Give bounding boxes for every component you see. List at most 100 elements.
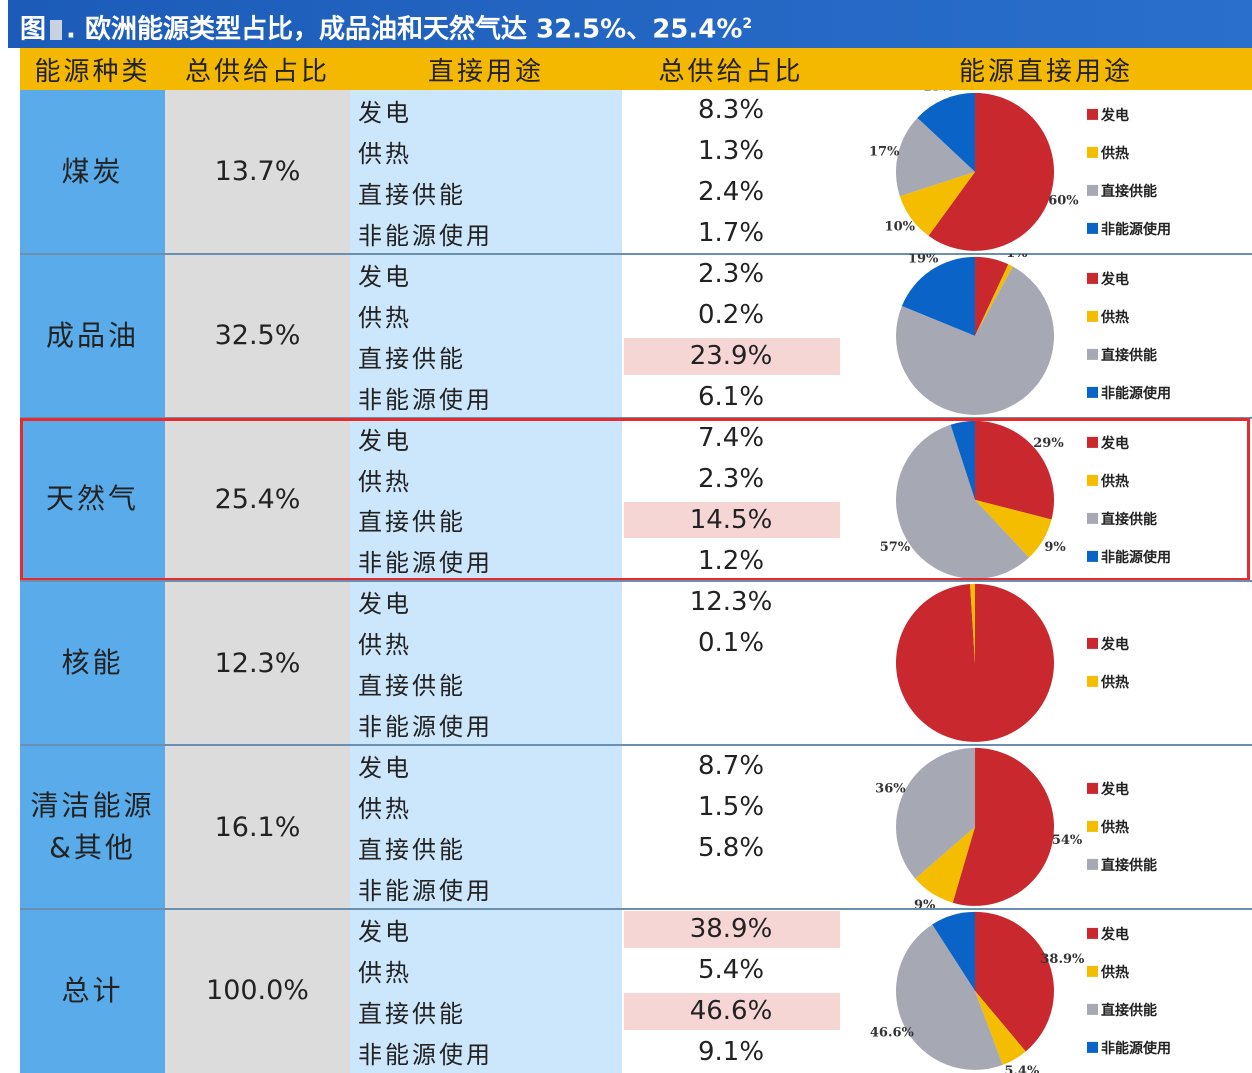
pie-slice <box>970 584 975 664</box>
legend-label: 直接供能 <box>1101 1002 1157 1019</box>
title-prefix: 图 <box>20 14 47 45</box>
pie-slice <box>901 256 975 336</box>
type-label: 总计 <box>61 973 124 1007</box>
legend-label: 供热 <box>1100 964 1129 981</box>
use-label: 直接供能 <box>358 672 466 701</box>
use-label: 供热 <box>358 303 412 332</box>
use-share-label: 6.1% <box>697 382 765 413</box>
slice-label: 19% <box>908 254 939 267</box>
use-label: 直接供能 <box>358 508 466 537</box>
use-label: 发电 <box>358 590 412 619</box>
type-label: 清洁能源&其他 <box>30 789 155 865</box>
legend-swatch <box>1087 676 1098 688</box>
use-share-label: 8.7% <box>697 750 765 781</box>
use-label: 直接供能 <box>358 999 466 1028</box>
row-line <box>20 908 1252 910</box>
pie-slice <box>896 117 975 197</box>
pie-slice <box>975 499 1052 558</box>
slice-label: 17% <box>869 145 900 160</box>
use-share-label: 0.1% <box>697 627 765 658</box>
type-cell <box>20 581 165 746</box>
header-cell: 能源种类 <box>34 56 151 87</box>
legend-label: 供热 <box>1100 145 1129 162</box>
share-cell <box>165 417 350 582</box>
pie-slice <box>915 827 975 903</box>
title-bar: 图 . 欧洲能源类型占比，成品油和天然气达 32.5%、25.4%2 <box>8 0 1252 48</box>
use-cell <box>350 745 622 909</box>
type-cell <box>20 745 165 909</box>
legend-swatch <box>1087 436 1098 448</box>
legend-label: 发电 <box>1100 926 1129 943</box>
use-cell <box>350 581 622 746</box>
legend-swatch <box>1087 386 1098 398</box>
type-label: 煤炭 <box>61 154 124 188</box>
legend-label: 直接供能 <box>1101 183 1157 200</box>
legend-swatch <box>1087 310 1098 322</box>
use-share-label: 7.4% <box>697 423 765 454</box>
slice-label: 38.9% <box>1040 952 1085 967</box>
legend-swatch <box>1087 821 1098 833</box>
legend-swatch <box>1087 512 1098 524</box>
type-label: 天然气 <box>45 482 139 516</box>
use-share-label: 1.7% <box>697 218 765 249</box>
type-label: 核能 <box>61 646 124 680</box>
legend-label: 发电 <box>1100 107 1129 124</box>
header-cell: 直接用途 <box>427 56 544 87</box>
legend-swatch <box>1087 927 1098 939</box>
pie-slice <box>932 911 975 991</box>
use-label: 发电 <box>358 917 412 946</box>
slice-label: 36% <box>875 781 906 796</box>
share-cell <box>165 90 350 254</box>
legend-label: 供热 <box>1100 472 1129 489</box>
use-label: 发电 <box>358 426 412 455</box>
pie-slice <box>896 748 975 879</box>
use-label: 非能源使用 <box>358 713 493 742</box>
slice-label: 1% <box>1006 254 1028 261</box>
legend-label: 供热 <box>1100 674 1129 691</box>
legend-swatch <box>1087 348 1098 360</box>
row-outline <box>20 417 1250 582</box>
legend-label: 发电 <box>1100 434 1129 451</box>
legend-swatch <box>1087 184 1098 196</box>
slice-label: 9% <box>914 898 936 909</box>
use-label: 发电 <box>358 262 412 291</box>
type-cell <box>20 909 165 1073</box>
pie-slice <box>952 748 1054 907</box>
pie-slice <box>975 911 1054 1052</box>
use-cell <box>350 417 622 582</box>
use-label: 非能源使用 <box>358 1040 493 1069</box>
use-share-label: 12.3% <box>689 586 773 617</box>
use-share-label: 8.3% <box>697 95 765 126</box>
pie-slice <box>975 420 1054 520</box>
use-label: 发电 <box>358 754 412 783</box>
legend-label: 供热 <box>1100 309 1129 326</box>
legend-swatch <box>1087 1041 1098 1053</box>
row-line <box>20 580 1252 583</box>
title-sup: 2 <box>742 16 753 32</box>
legend-swatch <box>1087 965 1098 977</box>
legend-swatch <box>1087 550 1098 562</box>
slice-label: 5.4% <box>1004 1064 1040 1073</box>
pie-slice <box>896 584 1054 743</box>
legend-swatch <box>1087 272 1098 284</box>
title-text: . 欧洲能源类型占比，成品油和天然气达 32.5%、25.4% <box>66 14 743 45</box>
use-label: 供热 <box>358 631 412 660</box>
legend-swatch <box>1087 108 1098 120</box>
use-label: 直接供能 <box>358 836 466 865</box>
pie-slice <box>896 924 1003 1070</box>
use-cell <box>350 253 622 418</box>
legend-label: 直接供能 <box>1101 857 1157 874</box>
title-icon <box>50 19 63 40</box>
legend-label: 非能源使用 <box>1101 548 1171 565</box>
slice-label: 10% <box>885 220 916 235</box>
use-label: 非能源使用 <box>358 385 493 414</box>
use-share-label: 5.4% <box>697 955 765 986</box>
pie-slice <box>917 92 975 172</box>
highlight-cell <box>624 911 840 948</box>
use-share-label: 1.3% <box>697 136 765 167</box>
